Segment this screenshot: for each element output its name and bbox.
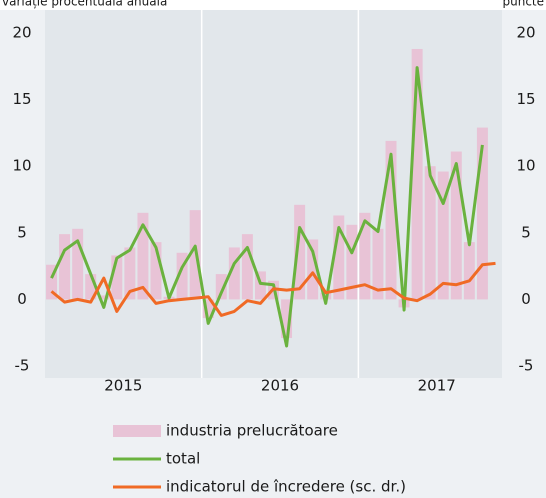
bar xyxy=(281,299,293,339)
bar xyxy=(111,255,123,300)
bar xyxy=(215,274,227,300)
bar xyxy=(85,274,97,300)
y-tick-label: 20 xyxy=(12,24,31,42)
x-group-label: 2017 xyxy=(418,377,456,395)
bar xyxy=(411,48,423,300)
bar xyxy=(150,242,162,300)
y-tick-label: 15 xyxy=(12,90,31,108)
bar xyxy=(359,212,371,300)
bar xyxy=(437,171,449,300)
bar xyxy=(424,166,436,300)
y-tick-label: -5 xyxy=(15,357,30,375)
bar xyxy=(372,228,384,300)
y2-tick-label: 0 xyxy=(521,290,531,308)
bar xyxy=(294,204,306,300)
bar xyxy=(202,299,214,319)
bar xyxy=(72,228,84,300)
y2-tick-label: 10 xyxy=(516,157,535,175)
bar xyxy=(307,239,319,300)
bar xyxy=(137,212,149,300)
legend-label: industria prelucrătoare xyxy=(166,422,338,440)
bar xyxy=(46,264,58,300)
bar xyxy=(385,140,397,300)
bar xyxy=(228,247,240,300)
x-group-label: 2016 xyxy=(261,377,299,395)
legend-label: indicatorul de încredere (sc. dr.) xyxy=(166,478,406,496)
y2-axis-label: puncte xyxy=(502,0,544,9)
bar xyxy=(59,234,71,300)
y2-tick-label: 20 xyxy=(516,24,535,42)
bar xyxy=(98,295,110,300)
bar xyxy=(333,215,345,300)
y-tick-label: 0 xyxy=(17,290,27,308)
line xyxy=(50,261,496,317)
bar xyxy=(476,127,488,300)
bar xyxy=(254,271,266,300)
bar xyxy=(176,252,188,300)
y2-tick-label: 5 xyxy=(521,223,531,241)
legend-swatch xyxy=(113,425,161,437)
bar xyxy=(463,242,475,300)
bar xyxy=(450,151,462,300)
bar xyxy=(346,224,358,300)
x-group-label: 2015 xyxy=(104,377,142,395)
y2-tick-label: 15 xyxy=(516,90,535,108)
y-tick-label: 10 xyxy=(12,157,31,175)
legend-label: total xyxy=(166,450,200,468)
y-tick-label: 5 xyxy=(17,223,27,241)
y-axis-label: variație procentuală anuală xyxy=(2,0,167,9)
bar xyxy=(241,234,253,300)
bar xyxy=(124,247,136,300)
line xyxy=(50,66,484,348)
y2-tick-label: -5 xyxy=(519,357,534,375)
